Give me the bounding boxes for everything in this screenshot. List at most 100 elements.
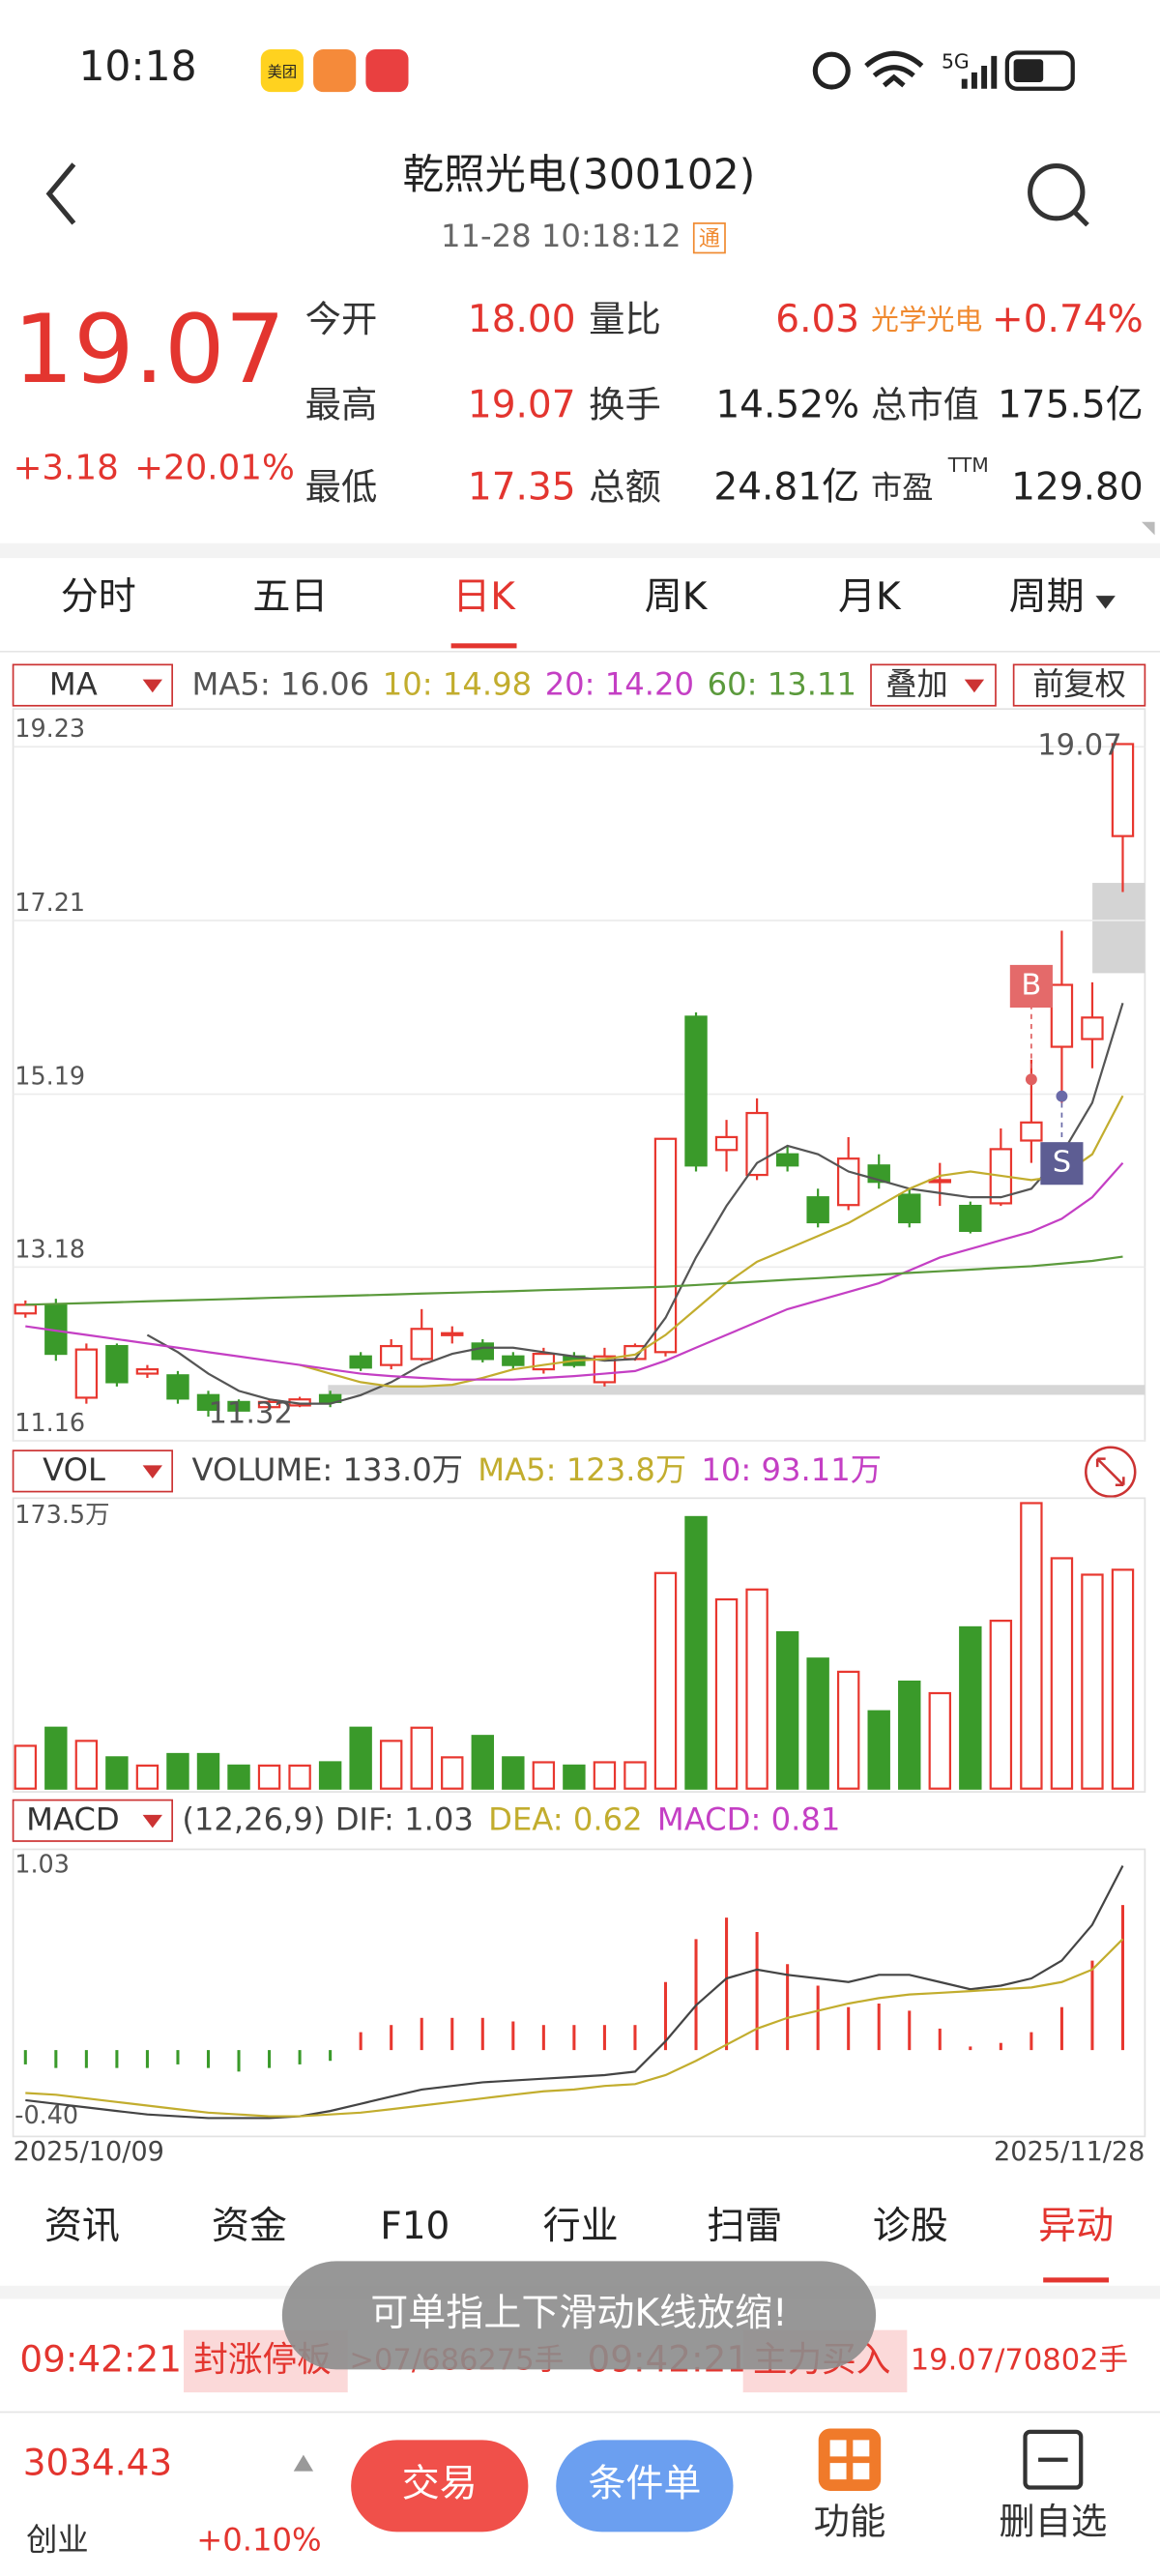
y-tick-label: 15.19 — [14, 1063, 85, 1092]
tab[interactable]: 周期 — [1009, 575, 1085, 619]
stat-value: 18.00 — [468, 298, 576, 341]
legend-entry: MACD: 0.81 — [657, 1801, 840, 1838]
tab[interactable]: 行业 — [543, 2205, 619, 2248]
stat-value: 17.35 — [468, 465, 576, 509]
quote-stats: 今开 18.00 量比 6.03 光学光电 +0.74% 最高 19.07 换手 14.52% 总市… — [305, 298, 1144, 509]
candle-body — [1111, 743, 1135, 837]
candle-body — [318, 1393, 342, 1403]
volume-bar — [471, 1735, 495, 1790]
last-price: 19.07 — [14, 295, 286, 405]
trade-button[interactable] — [351, 2440, 529, 2532]
volume-bar — [1081, 1573, 1104, 1790]
volume-bar — [775, 1630, 799, 1790]
condition-button[interactable] — [556, 2440, 734, 2532]
indicator-name: MA — [49, 665, 98, 702]
volume-bar — [745, 1588, 768, 1790]
stat-label: 总市值 — [871, 383, 979, 425]
app-icon-label: 美团 — [268, 63, 298, 80]
tab[interactable]: 扫雷 — [707, 2205, 782, 2248]
candle-body — [1050, 983, 1074, 1048]
x-start-label: 2025/10/09 — [14, 2137, 164, 2167]
y-tick-label: 173.5万 — [14, 1501, 109, 1530]
sell-signal-box — [1040, 1142, 1084, 1186]
y-tick-label: 19.23 — [14, 715, 85, 744]
tab[interactable]: 资讯 — [44, 2205, 120, 2248]
candle-body — [135, 1367, 160, 1375]
app-icon — [260, 49, 304, 93]
stat-label: 市盈 — [871, 469, 933, 506]
remove-icon[interactable] — [1023, 2429, 1084, 2490]
battery-icon — [1004, 50, 1075, 91]
candle-body — [166, 1374, 189, 1400]
sell-signal: S — [1053, 1146, 1071, 1180]
battery-level — [1013, 59, 1044, 82]
tab[interactable]: 五日 — [252, 575, 328, 619]
functions-icon[interactable] — [818, 2428, 882, 2491]
search-button[interactable] — [1028, 162, 1086, 221]
volume-bar — [653, 1571, 678, 1790]
tab[interactable]: 日K — [452, 575, 516, 619]
remove-label: 删自选 — [999, 2500, 1107, 2542]
back-button[interactable] — [45, 162, 76, 225]
y-tick-label: 1.03 — [14, 1850, 70, 1879]
stat-value: 6.03 — [775, 298, 859, 341]
candle-body — [593, 1355, 617, 1384]
tab[interactable]: 月K — [838, 575, 902, 619]
volume-bar — [563, 1764, 586, 1790]
index-arrow — [293, 2454, 314, 2472]
candle-body — [227, 1400, 250, 1412]
tab[interactable]: 分时 — [61, 575, 136, 619]
expand-button[interactable] — [1085, 1446, 1137, 1498]
vol-name: VOL — [43, 1451, 105, 1488]
volume-bar — [14, 1744, 38, 1790]
tab[interactable]: 资金 — [212, 2205, 287, 2248]
volume-bar — [1050, 1557, 1074, 1790]
volume-bar — [105, 1756, 129, 1790]
dropdown-arrow — [964, 679, 985, 693]
y-tick-label: 11.16 — [14, 1409, 85, 1438]
ticker-time: 09:42:21 — [19, 2337, 182, 2380]
stat-label: 今开 — [305, 298, 378, 340]
volume-bar — [227, 1764, 250, 1790]
stat-value: +0.74% — [992, 298, 1144, 341]
vol-select[interactable] — [12, 1449, 174, 1493]
dea-line — [25, 1938, 1124, 2118]
badge: 通 — [699, 227, 720, 251]
candle-body — [379, 1344, 403, 1366]
volume-bar — [502, 1756, 525, 1790]
candle-body — [1020, 1121, 1043, 1142]
candle-body — [653, 1137, 678, 1354]
dropdown-arrow — [142, 679, 162, 693]
adjust-select[interactable] — [1012, 663, 1146, 707]
volume-bar — [1020, 1502, 1043, 1790]
candle-body — [806, 1196, 829, 1224]
legend-entry: VOLUME: 133.0万 — [192, 1451, 463, 1488]
tab-underline — [450, 643, 517, 649]
tab[interactable]: 周K — [645, 575, 709, 619]
tab[interactable]: 诊股 — [873, 2205, 948, 2248]
volume-bar — [318, 1761, 342, 1790]
tab[interactable]: F10 — [380, 2205, 450, 2248]
signal-dot — [1056, 1090, 1068, 1102]
volume-bar — [410, 1726, 433, 1790]
volume-bar — [257, 1764, 281, 1790]
price-change-pct: +20.01% — [134, 448, 295, 487]
stat-value: 129.80 — [1011, 465, 1144, 509]
candle-body — [471, 1342, 495, 1361]
chart-plot: VOLUME: 133.0万 MA5: 123.8万 10: 93.11万 (12,2… — [13, 715, 1146, 2130]
macd-name: MACD — [26, 1801, 120, 1838]
tab[interactable]: 异动 — [1038, 2205, 1114, 2248]
price-range-bar — [328, 1385, 1146, 1395]
candle-body — [349, 1355, 372, 1369]
indicator-select[interactable] — [12, 663, 174, 707]
stock-title: 乾照光电(300102) — [403, 152, 756, 199]
legend-entry: MA5: 16.06 — [192, 665, 370, 702]
candle-body — [714, 1135, 739, 1152]
toast-box — [281, 2261, 877, 2370]
candle-body — [502, 1355, 525, 1366]
app-icon — [313, 49, 357, 93]
legend-entry: 10: 14.98 — [383, 665, 532, 702]
macd-select[interactable] — [12, 1799, 174, 1842]
volume-bar — [836, 1670, 860, 1790]
